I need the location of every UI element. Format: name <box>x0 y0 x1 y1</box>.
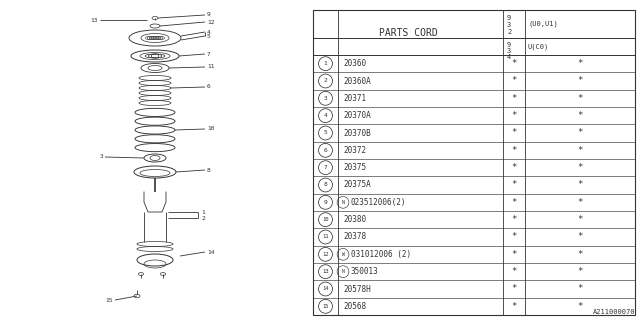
Text: *: * <box>577 146 582 155</box>
Text: 20370A: 20370A <box>343 111 371 120</box>
Text: *: * <box>577 59 582 68</box>
Text: 15: 15 <box>323 304 329 309</box>
Text: *: * <box>511 215 516 224</box>
Text: *: * <box>511 284 516 293</box>
Text: 9: 9 <box>207 12 211 18</box>
Text: 11: 11 <box>323 235 329 239</box>
Text: *: * <box>511 302 516 311</box>
Text: 12: 12 <box>323 252 329 257</box>
Text: *: * <box>511 233 516 242</box>
Text: *: * <box>511 129 516 138</box>
Text: 9: 9 <box>507 42 511 48</box>
Text: 2: 2 <box>201 215 205 220</box>
Text: W: W <box>342 252 344 257</box>
Text: 20371: 20371 <box>343 94 366 103</box>
Text: *: * <box>577 284 582 293</box>
Text: N: N <box>342 200 344 205</box>
Text: 9: 9 <box>324 200 328 205</box>
Text: 20372: 20372 <box>343 146 366 155</box>
Text: *: * <box>511 111 516 120</box>
Text: *: * <box>511 180 516 189</box>
Text: 12: 12 <box>207 20 214 25</box>
Text: *: * <box>577 233 582 242</box>
Text: 3: 3 <box>507 48 511 54</box>
Text: 14: 14 <box>323 286 329 292</box>
Text: 11: 11 <box>207 65 214 69</box>
Text: *: * <box>511 59 516 68</box>
Text: *: * <box>577 111 582 120</box>
Text: 8: 8 <box>324 182 328 188</box>
Text: 8: 8 <box>207 167 211 172</box>
Text: 5: 5 <box>324 131 328 135</box>
Text: *: * <box>577 76 582 85</box>
Text: *: * <box>577 302 582 311</box>
Text: 14: 14 <box>207 250 214 254</box>
Text: 4: 4 <box>507 54 511 60</box>
Text: 1: 1 <box>324 61 328 66</box>
Text: PARTS CORD: PARTS CORD <box>379 28 437 37</box>
Text: N: N <box>342 269 344 274</box>
Text: *: * <box>511 250 516 259</box>
Text: 20380: 20380 <box>343 215 366 224</box>
Text: *: * <box>511 267 516 276</box>
Text: 4: 4 <box>324 113 328 118</box>
Text: *: * <box>511 163 516 172</box>
Text: 20370B: 20370B <box>343 129 371 138</box>
Text: 2: 2 <box>324 78 328 84</box>
Text: 031012006 (2): 031012006 (2) <box>351 250 411 259</box>
Text: *: * <box>511 76 516 85</box>
Text: 1: 1 <box>201 210 205 214</box>
Text: 20360A: 20360A <box>343 76 371 85</box>
Text: 2: 2 <box>507 29 511 35</box>
Text: 15: 15 <box>106 299 113 303</box>
Text: 3: 3 <box>507 22 511 28</box>
Text: 13: 13 <box>323 269 329 274</box>
Text: *: * <box>511 146 516 155</box>
Text: 9: 9 <box>507 15 511 21</box>
Text: *: * <box>511 198 516 207</box>
Text: *: * <box>577 215 582 224</box>
Text: 3: 3 <box>324 96 328 101</box>
Text: 10: 10 <box>207 126 214 132</box>
Text: 023512006(2): 023512006(2) <box>351 198 406 207</box>
Text: 6: 6 <box>207 84 211 90</box>
Bar <box>313 10 635 315</box>
Text: *: * <box>511 94 516 103</box>
Text: *: * <box>577 129 582 138</box>
Text: 5: 5 <box>207 35 211 39</box>
Text: 20375: 20375 <box>343 163 366 172</box>
Text: 4: 4 <box>207 29 211 35</box>
Text: *: * <box>577 163 582 172</box>
Text: A211000070: A211000070 <box>593 309 635 315</box>
Text: 20568: 20568 <box>343 302 366 311</box>
Text: 20360: 20360 <box>343 59 366 68</box>
Text: *: * <box>577 94 582 103</box>
Text: 10: 10 <box>323 217 329 222</box>
Text: *: * <box>577 267 582 276</box>
Text: (U0,U1): (U0,U1) <box>528 21 557 27</box>
Text: 350013: 350013 <box>351 267 379 276</box>
Text: *: * <box>577 198 582 207</box>
Text: *: * <box>577 180 582 189</box>
Text: 20375A: 20375A <box>343 180 371 189</box>
Text: 3: 3 <box>99 155 103 159</box>
Text: 20378: 20378 <box>343 233 366 242</box>
Text: 20578H: 20578H <box>343 284 371 293</box>
Text: 6: 6 <box>324 148 328 153</box>
Text: 7: 7 <box>207 52 211 57</box>
Text: U(C0): U(C0) <box>528 43 549 50</box>
Text: *: * <box>577 250 582 259</box>
Text: 7: 7 <box>324 165 328 170</box>
Text: 13: 13 <box>90 18 98 22</box>
